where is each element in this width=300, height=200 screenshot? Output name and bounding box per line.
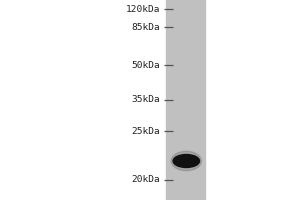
Text: 120kDa: 120kDa [126,4,160,14]
Text: 20kDa: 20kDa [132,176,160,184]
Text: 85kDa: 85kDa [132,22,160,31]
Bar [167,0,206,200]
Ellipse shape [171,151,202,171]
Ellipse shape [173,154,200,168]
Text: 50kDa: 50kDa [132,60,160,70]
Text: 25kDa: 25kDa [132,127,160,136]
Text: 35kDa: 35kDa [132,96,160,104]
